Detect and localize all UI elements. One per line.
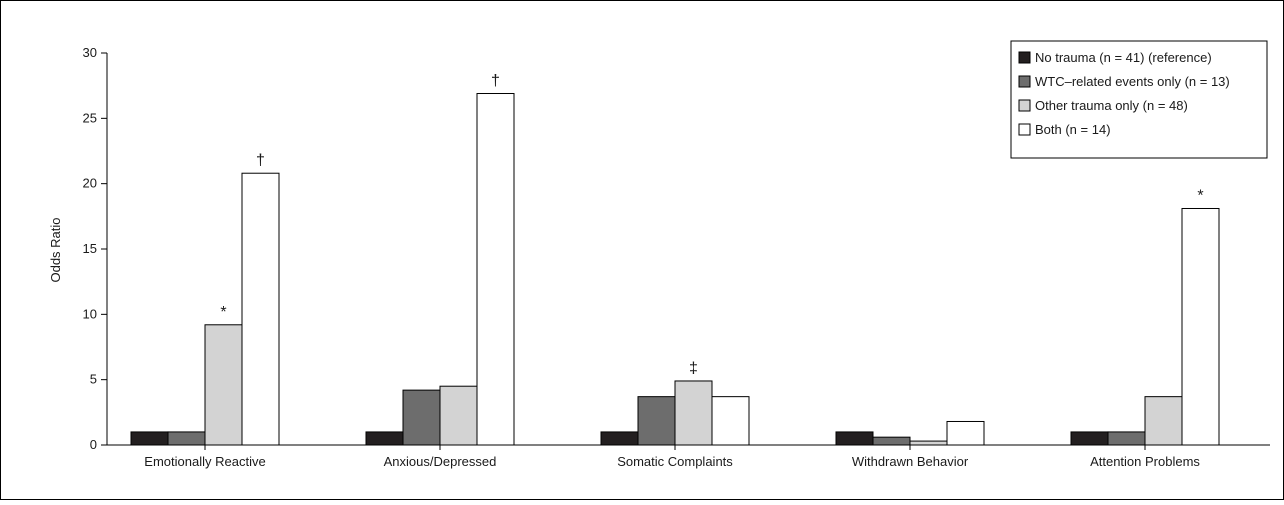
bar — [835, 431, 874, 446]
bar — [402, 389, 441, 446]
bar — [909, 440, 948, 446]
significance-marker: ‡ — [689, 360, 698, 377]
legend-swatch — [1018, 123, 1031, 136]
bar — [711, 396, 750, 446]
bar — [872, 436, 911, 446]
bar — [637, 396, 676, 446]
bar — [241, 172, 280, 446]
x-tick-label: Anxious/Depressed — [384, 454, 497, 469]
significance-marker: * — [220, 304, 226, 321]
legend-entry: WTC–related events only (n = 13) — [1035, 74, 1230, 89]
x-tick-label: Somatic Complaints — [617, 454, 733, 469]
legend-swatch — [1018, 75, 1031, 88]
significance-marker: * — [1197, 187, 1203, 204]
bar — [439, 385, 478, 446]
y-tick-label: 5 — [90, 372, 97, 387]
bar — [365, 431, 404, 446]
x-tick-label: Attention Problems — [1090, 454, 1200, 469]
y-tick-label: 15 — [83, 241, 97, 256]
y-tick-label: 20 — [83, 176, 97, 191]
legend: No trauma (n = 41) (reference) WTC–relate… — [1010, 40, 1268, 159]
bar — [1107, 431, 1146, 446]
bar — [167, 431, 206, 446]
bars — [130, 93, 1220, 446]
bar — [204, 324, 243, 446]
legend-entry: No trauma (n = 41) (reference) — [1035, 50, 1212, 65]
y-tick-label: 0 — [90, 437, 97, 452]
bar — [600, 431, 639, 446]
legend-swatch — [1018, 51, 1031, 64]
x-tick-labels: Emotionally Reactive Anxious/Depressed Som… — [144, 454, 1200, 469]
significance-marker: † — [256, 152, 265, 169]
significance-marker: † — [491, 73, 500, 90]
bar — [130, 431, 169, 446]
y-axis-label: Odds Ratio — [48, 217, 63, 282]
bar — [1144, 396, 1183, 446]
legend-entry: Other trauma only (n = 48) — [1035, 98, 1188, 113]
x-tick-label: Withdrawn Behavior — [852, 454, 969, 469]
legend-box — [1010, 40, 1268, 159]
bar — [1181, 207, 1220, 446]
legend-swatch — [1018, 99, 1031, 112]
bar — [946, 420, 985, 446]
bar — [476, 93, 515, 446]
x-tick-label: Emotionally Reactive — [144, 454, 265, 469]
y-tick-label: 10 — [83, 306, 97, 321]
legend-entry: Both (n = 14) — [1035, 122, 1111, 137]
y-tick-label: 25 — [83, 110, 97, 125]
significance-markers: * † † ‡ * — [220, 73, 1203, 377]
y-tick-label: 30 — [83, 45, 97, 60]
bar — [674, 380, 713, 446]
bar — [1070, 431, 1109, 446]
